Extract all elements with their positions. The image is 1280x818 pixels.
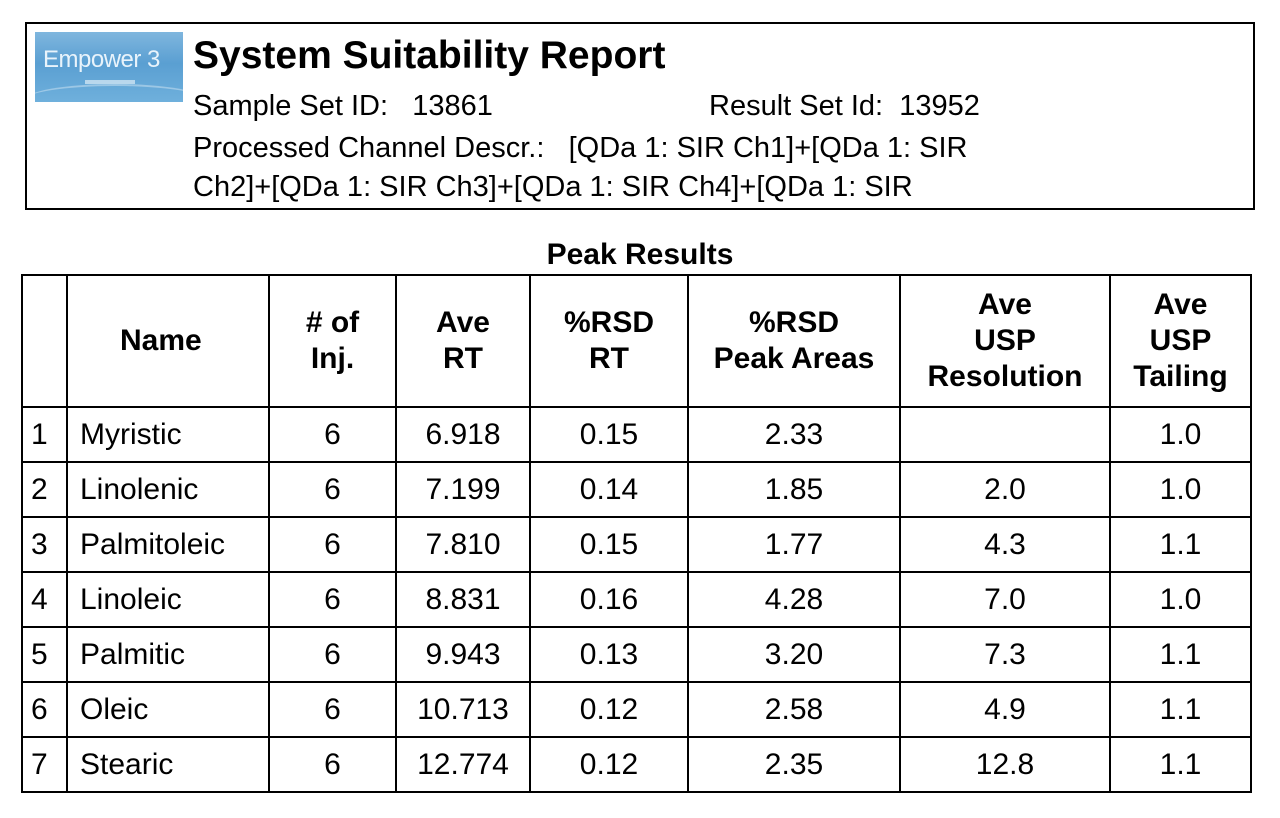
header-row: Name # of Inj. Ave RT %RSD RT %RSD Peak Areas Ave…	[21, 274, 1252, 408]
cell-ave-rt: 7.810	[395, 516, 531, 573]
cell-injections: 6	[268, 681, 397, 738]
cell-ave-rt: 9.943	[395, 626, 531, 683]
cell-ave-usp-tailing: 1.1	[1109, 516, 1252, 573]
cell-rsd-peak-areas: 1.85	[687, 461, 901, 518]
channel-line-1: Processed Channel Descr.: [QDa 1: SIR Ch…	[193, 132, 967, 165]
cell-name: Myristic	[66, 406, 270, 463]
empower-logo: Empower 3	[35, 32, 183, 102]
cell-ave-usp-tailing: 1.1	[1109, 681, 1252, 738]
table-row: 7 Stearic 6 12.774 0.12 2.35 12.8 1.1	[21, 736, 1252, 793]
cell-rsd-peak-areas: 4.28	[687, 571, 901, 628]
cell-name: Palmitic	[66, 626, 270, 683]
cell-ave-usp-resolution	[899, 406, 1111, 463]
cell-name: Stearic	[66, 736, 270, 793]
cell-index: 7	[21, 736, 68, 793]
logo-text: Empower 3	[43, 46, 160, 73]
table-row: 5 Palmitic 6 9.943 0.13 3.20 7.3 1.1	[21, 626, 1252, 683]
result-set-id: 13952	[899, 90, 980, 122]
cell-rsd-rt: 0.13	[529, 626, 689, 683]
cell-rsd-rt: 0.15	[529, 516, 689, 573]
cell-ave-rt: 7.199	[395, 461, 531, 518]
cell-injections: 6	[268, 736, 397, 793]
column-header-rsd-peak-areas: %RSD Peak Areas	[687, 274, 901, 408]
cell-ave-usp-tailing: 1.1	[1109, 736, 1252, 793]
cell-index: 4	[21, 571, 68, 628]
cell-ave-usp-tailing: 1.0	[1109, 406, 1252, 463]
cell-ave-usp-resolution: 7.3	[899, 626, 1111, 683]
column-header-index	[21, 274, 68, 408]
sample-set-id: 13861	[412, 90, 493, 122]
column-header-ave-usp-tailing: Ave USP Tailing	[1109, 274, 1252, 408]
sample-set-line: Sample Set ID: 13861 Result Set Id: 1395…	[193, 90, 980, 123]
cell-injections: 6	[268, 626, 397, 683]
cell-ave-rt: 10.713	[395, 681, 531, 738]
cell-name: Linolenic	[66, 461, 270, 518]
column-header-name: Name	[66, 274, 270, 408]
sample-set-label: Sample Set ID:	[193, 90, 389, 122]
channel-descr-1: [QDa 1: SIR Ch1]+[QDa 1: SIR	[568, 132, 968, 164]
table-body: 1 Myristic 6 6.918 0.15 2.33 1.0 2 Linolenic 6 7.1…	[21, 406, 1252, 793]
cell-rsd-rt: 0.12	[529, 736, 689, 793]
cell-rsd-rt: 0.16	[529, 571, 689, 628]
cell-injections: 6	[268, 571, 397, 628]
table-row: 1 Myristic 6 6.918 0.15 2.33 1.0	[21, 406, 1252, 463]
table-row: 3 Palmitoleic 6 7.810 0.15 1.77 4.3 1.1	[21, 516, 1252, 573]
column-header-rsd-rt: %RSD RT	[529, 274, 689, 408]
cell-index: 1	[21, 406, 68, 463]
cell-rsd-peak-areas: 1.77	[687, 516, 901, 573]
logo-tagline-mark	[85, 80, 135, 84]
cell-ave-usp-tailing: 1.1	[1109, 626, 1252, 683]
cell-name: Linoleic	[66, 571, 270, 628]
cell-ave-usp-resolution: 4.3	[899, 516, 1111, 573]
result-set-label: Result Set Id:	[709, 90, 884, 122]
cell-ave-usp-resolution: 7.0	[899, 571, 1111, 628]
table-row: 6 Oleic 6 10.713 0.12 2.58 4.9 1.1	[21, 681, 1252, 738]
cell-ave-rt: 12.774	[395, 736, 531, 793]
cell-ave-usp-tailing: 1.0	[1109, 461, 1252, 518]
cell-index: 6	[21, 681, 68, 738]
column-header-ave-usp-resolution: Ave USP Resolution	[899, 274, 1111, 408]
table-row: 2 Linolenic 6 7.199 0.14 1.85 2.0 1.0	[21, 461, 1252, 518]
peak-results-table: Name # of Inj. Ave RT %RSD RT %RSD Peak Areas Ave…	[21, 274, 1252, 793]
cell-ave-usp-resolution: 12.8	[899, 736, 1111, 793]
cell-index: 5	[21, 626, 68, 683]
cell-ave-usp-resolution: 4.9	[899, 681, 1111, 738]
cell-ave-rt: 6.918	[395, 406, 531, 463]
channel-label: Processed Channel Descr.:	[193, 132, 545, 164]
cell-rsd-rt: 0.15	[529, 406, 689, 463]
report-title: System Suitability Report	[193, 34, 666, 77]
cell-injections: 6	[268, 461, 397, 518]
cell-ave-usp-tailing: 1.0	[1109, 571, 1252, 628]
result-set: Result Set Id: 13952	[709, 90, 980, 123]
cell-ave-rt: 8.831	[395, 571, 531, 628]
table-row: 4 Linoleic 6 8.831 0.16 4.28 7.0 1.0	[21, 571, 1252, 628]
cell-name: Palmitoleic	[66, 516, 270, 573]
logo-swoosh	[35, 84, 183, 102]
cell-injections: 6	[268, 516, 397, 573]
cell-rsd-peak-areas: 2.58	[687, 681, 901, 738]
cell-rsd-peak-areas: 3.20	[687, 626, 901, 683]
cell-index: 2	[21, 461, 68, 518]
cell-index: 3	[21, 516, 68, 573]
cell-injections: 6	[268, 406, 397, 463]
channel-line-2: Ch2]+[QDa 1: SIR Ch3]+[QDa 1: SIR Ch4]+[…	[193, 171, 913, 203]
cell-rsd-rt: 0.14	[529, 461, 689, 518]
table-caption: Peak Results	[546, 238, 734, 271]
cell-rsd-rt: 0.12	[529, 681, 689, 738]
cell-rsd-peak-areas: 2.35	[687, 736, 901, 793]
report-header: Empower 3 System Suitability Report Samp…	[25, 22, 1255, 210]
column-header-injections: # of Inj.	[268, 274, 397, 408]
cell-name: Oleic	[66, 681, 270, 738]
cell-ave-usp-resolution: 2.0	[899, 461, 1111, 518]
column-header-ave-rt: Ave RT	[395, 274, 531, 408]
cell-rsd-peak-areas: 2.33	[687, 406, 901, 463]
